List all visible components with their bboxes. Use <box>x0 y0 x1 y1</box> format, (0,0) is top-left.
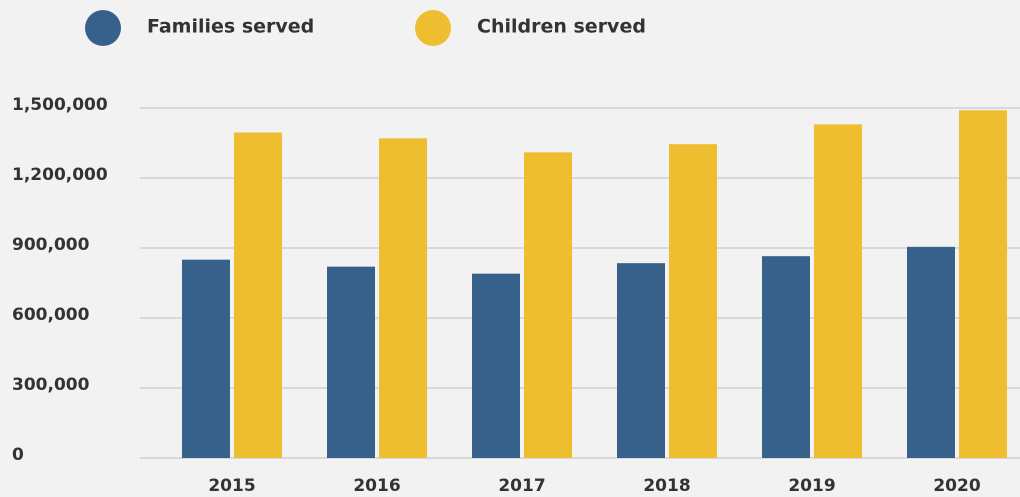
bar <box>617 263 665 458</box>
x-tick-label: 2019 <box>788 476 835 496</box>
x-tick-label: 2020 <box>933 476 980 496</box>
bar <box>762 256 810 458</box>
bar <box>182 259 230 458</box>
y-tick-label: 0 <box>12 445 24 465</box>
y-tick-label: 1,200,000 <box>12 165 108 185</box>
y-tick-label: 1,500,000 <box>12 95 108 115</box>
y-tick-label: 900,000 <box>12 235 90 255</box>
x-tick-label: 2018 <box>643 476 690 496</box>
x-tick-label: 2015 <box>208 476 255 496</box>
bar <box>234 132 282 458</box>
x-tick-label: 2017 <box>498 476 545 496</box>
bar <box>472 273 520 458</box>
bar <box>959 110 1007 458</box>
bar <box>669 144 717 458</box>
legend-swatch <box>415 10 451 46</box>
bar <box>524 152 572 459</box>
bar <box>327 266 375 458</box>
y-tick-label: 300,000 <box>12 375 90 395</box>
bar <box>907 246 955 458</box>
legend-label: Children served <box>477 16 646 38</box>
bar <box>379 138 427 459</box>
y-tick-label: 600,000 <box>12 305 90 325</box>
legend-label: Families served <box>147 16 314 38</box>
legend-swatch <box>85 10 121 46</box>
bar <box>814 124 862 458</box>
x-tick-label: 2016 <box>353 476 400 496</box>
